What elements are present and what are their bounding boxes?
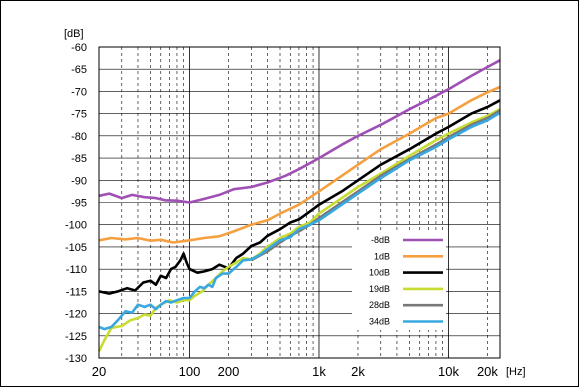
y-tick-label: -100 bbox=[65, 220, 87, 232]
plot-border bbox=[98, 46, 501, 359]
y-tick-label: -70 bbox=[71, 86, 87, 98]
legend-label: 10dB bbox=[369, 268, 390, 278]
y-tick-label: -80 bbox=[71, 131, 87, 143]
x-tick-label: 20k bbox=[477, 364, 498, 379]
x-tick-label: 20 bbox=[92, 364, 106, 379]
y-tick-label: -125 bbox=[65, 331, 87, 343]
y-tick-label: -65 bbox=[71, 64, 87, 76]
y-tick-label: -90 bbox=[71, 175, 87, 187]
y-tick-label: -95 bbox=[71, 198, 87, 210]
x-tick-label: 100 bbox=[179, 364, 201, 379]
series-line bbox=[97, 108, 501, 352]
legend-label: 34dB bbox=[369, 317, 390, 327]
x-tick-label: 2k bbox=[351, 364, 365, 379]
x-tick-label: 200 bbox=[218, 364, 240, 379]
y-tick-label: -75 bbox=[71, 109, 87, 121]
legend-box bbox=[352, 230, 446, 330]
legend-label: 19dB bbox=[369, 284, 390, 294]
y-tick-label: -110 bbox=[66, 264, 87, 276]
series-line bbox=[98, 99, 501, 295]
x-tick-label: 10k bbox=[438, 364, 459, 379]
y-tick-label: -130 bbox=[65, 353, 87, 365]
x-axis-label: [Hz] bbox=[506, 366, 526, 378]
series-line bbox=[98, 59, 501, 204]
y-tick-label: -115 bbox=[66, 286, 87, 298]
legend-label: 1dB bbox=[374, 251, 390, 261]
series-line bbox=[98, 85, 501, 244]
y-tick-label: -85 bbox=[71, 153, 87, 165]
y-tick-label: -60 bbox=[71, 42, 87, 54]
y-tick-label: -105 bbox=[65, 242, 87, 254]
y-tick-label: -120 bbox=[65, 309, 87, 321]
y-axis-label: [dB] bbox=[64, 28, 84, 40]
legend-label: 28dB bbox=[369, 300, 390, 310]
legend-label: -8dB bbox=[371, 235, 390, 245]
x-tick-label: 1k bbox=[312, 364, 326, 379]
series-line bbox=[98, 111, 501, 331]
